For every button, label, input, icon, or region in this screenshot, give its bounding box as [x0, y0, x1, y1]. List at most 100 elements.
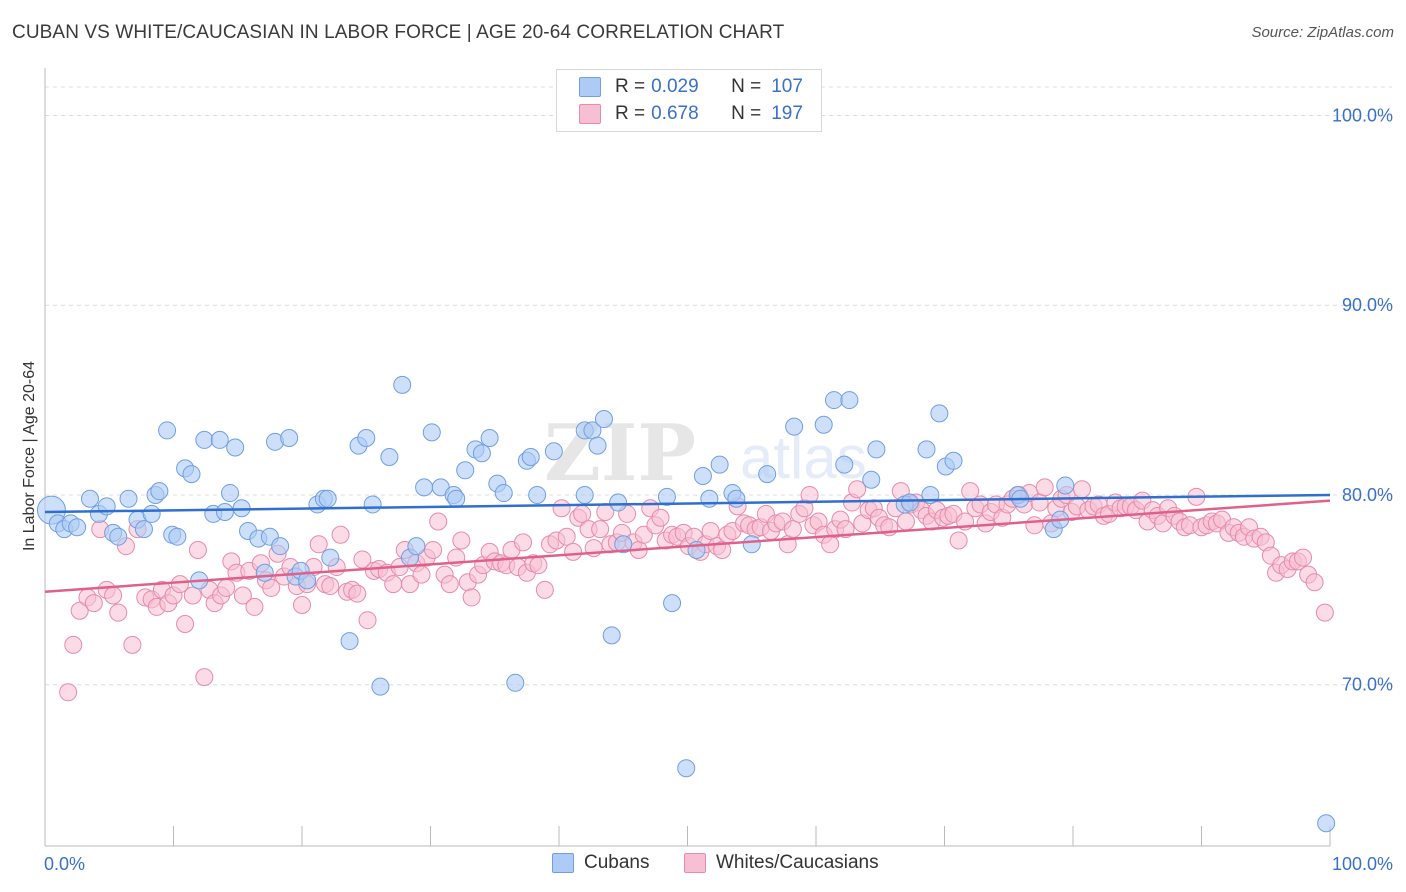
white-point	[591, 520, 610, 539]
cuban-point	[134, 520, 153, 539]
white-point	[195, 668, 214, 687]
x-tick-label: 0.0%	[44, 854, 85, 874]
cuban-point	[150, 482, 169, 501]
cuban-point	[321, 548, 340, 567]
white-point	[293, 596, 311, 615]
cuban-point	[182, 465, 201, 484]
legend-label-cubans: Cubans	[584, 852, 650, 873]
cuban-point	[814, 415, 833, 434]
white-point	[462, 588, 481, 607]
cuban-point	[271, 537, 290, 556]
white-point	[440, 575, 459, 594]
cuban-point	[742, 535, 761, 554]
cuban-point	[602, 626, 621, 645]
cuban-point	[700, 489, 719, 508]
cuban-point	[930, 404, 949, 423]
white-point	[353, 550, 372, 569]
whites-swatch	[684, 853, 706, 873]
r-label: R =	[615, 76, 646, 97]
cuban-point	[119, 489, 138, 508]
cuban-point	[506, 673, 525, 692]
cuban-point	[677, 759, 696, 778]
white-point	[170, 575, 189, 594]
white-point	[452, 531, 471, 550]
cuban-point	[298, 571, 317, 590]
cuban-point	[80, 489, 99, 508]
cuban-point	[456, 461, 475, 480]
white-point	[573, 504, 592, 523]
chart-source: Source: ZipAtlas.com	[1251, 24, 1394, 41]
white-point	[701, 522, 720, 541]
white-point	[109, 603, 128, 622]
cuban-point	[594, 410, 613, 429]
y-tick-label: 100.0%	[1332, 105, 1393, 125]
cuban-point	[1056, 476, 1075, 495]
y-tick-label: 70.0%	[1342, 675, 1393, 695]
cuban-point	[944, 451, 963, 470]
cuban-point	[280, 429, 299, 448]
cuban-point	[255, 563, 274, 582]
cuban-point	[363, 495, 382, 514]
legend-item-cubans: Cubans	[552, 852, 650, 874]
tick-labels: 100.0% 90.0% 80.0% 70.0% 0.0% 100.0%	[44, 105, 1393, 874]
cuban-point	[472, 444, 491, 463]
legend-row-cubans: R = 0.029 N = 107	[579, 75, 803, 99]
cuban-point	[528, 485, 547, 504]
cuban-point	[840, 391, 859, 410]
white-point	[188, 540, 207, 559]
white-point	[331, 525, 350, 544]
white-point	[1294, 548, 1313, 567]
cuban-point	[168, 527, 187, 546]
cuban-point	[393, 375, 412, 394]
white-point	[535, 580, 554, 599]
white-point	[564, 542, 583, 561]
white-point	[424, 540, 443, 559]
white-point	[348, 584, 367, 603]
trend-lines	[44, 493, 1331, 593]
white-point	[59, 683, 78, 702]
cuban-point	[357, 429, 376, 448]
cuban-point	[835, 455, 854, 474]
legend-label-whites: Whites/Caucasians	[716, 852, 879, 873]
white-point	[651, 508, 670, 527]
cuban-point	[657, 487, 676, 506]
cuban-point	[318, 489, 337, 508]
white-point	[412, 565, 431, 584]
cuban-point	[380, 448, 399, 466]
white-point	[64, 635, 83, 654]
n-value: 107	[771, 76, 803, 97]
white-point	[84, 594, 103, 613]
cuban-point	[109, 527, 128, 546]
cuban-point	[663, 594, 682, 613]
cuban-point	[575, 485, 594, 504]
x-tick-label: 100.0%	[1332, 854, 1393, 874]
y-tick-label: 80.0%	[1342, 485, 1393, 505]
white-point	[836, 520, 855, 539]
cuban-point	[785, 417, 804, 436]
cubans-trend-line	[44, 493, 1331, 514]
cuban-point	[340, 632, 359, 651]
white-point	[358, 611, 377, 630]
cuban-point	[824, 391, 843, 410]
r-value: 0.678	[651, 103, 699, 124]
cuban-point	[371, 677, 390, 696]
y-axis-label: In Labor Force | Age 20-64	[21, 361, 38, 551]
whites-swatch	[579, 104, 601, 124]
cuban-point	[494, 484, 513, 503]
n-label: N =	[731, 103, 762, 124]
cubans-swatch	[552, 853, 574, 873]
white-point	[529, 556, 548, 575]
cuban-point	[544, 442, 563, 461]
white-point	[1025, 516, 1044, 535]
white-point	[557, 527, 576, 546]
white-point	[1305, 573, 1324, 592]
white-point	[783, 520, 802, 539]
white-point	[384, 575, 403, 594]
axes	[44, 68, 1331, 847]
cuban-point	[195, 430, 214, 449]
white-point	[514, 533, 533, 552]
cuban-point	[480, 429, 499, 448]
white-point	[800, 485, 819, 504]
cuban-point	[226, 438, 245, 457]
cuban-point	[609, 493, 628, 512]
